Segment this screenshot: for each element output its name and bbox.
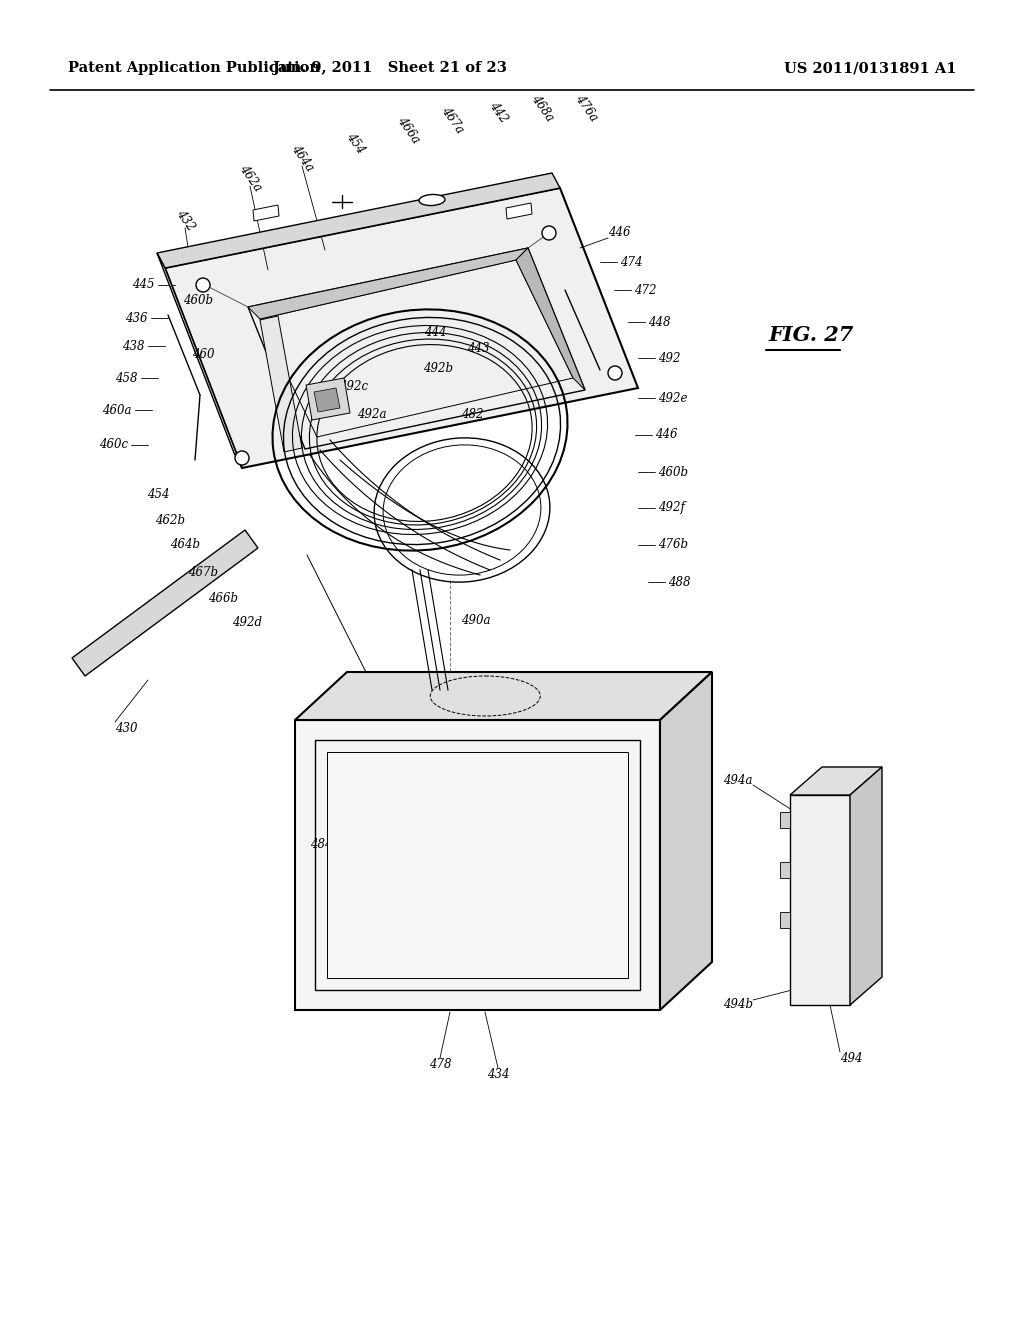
Text: 476b: 476b (658, 539, 688, 552)
Polygon shape (314, 388, 340, 412)
Text: 460b: 460b (658, 466, 688, 479)
Text: 492: 492 (658, 351, 681, 364)
Polygon shape (306, 378, 350, 420)
Text: 488: 488 (668, 576, 690, 589)
Text: 467b: 467b (188, 565, 218, 578)
Text: 436: 436 (126, 312, 148, 325)
Text: 494b: 494b (723, 998, 753, 1011)
Circle shape (234, 451, 249, 465)
Polygon shape (850, 767, 882, 1005)
Text: 467a: 467a (438, 104, 466, 136)
Text: 492a: 492a (357, 408, 387, 421)
Text: FIG. 27: FIG. 27 (768, 325, 853, 345)
Polygon shape (790, 795, 850, 1005)
Polygon shape (72, 531, 258, 676)
Polygon shape (506, 203, 532, 219)
Text: 482: 482 (461, 408, 483, 421)
Text: Patent Application Publication: Patent Application Publication (68, 61, 319, 75)
Circle shape (542, 226, 556, 240)
Polygon shape (327, 752, 628, 978)
Polygon shape (248, 248, 528, 319)
Text: 460b: 460b (183, 293, 213, 306)
Text: 484: 484 (310, 838, 333, 851)
Polygon shape (295, 719, 660, 1010)
Text: 464a: 464a (288, 143, 315, 174)
Polygon shape (157, 173, 560, 268)
Polygon shape (780, 912, 790, 928)
Text: 468a: 468a (528, 92, 556, 124)
Text: 438: 438 (123, 339, 145, 352)
Polygon shape (295, 672, 712, 719)
Polygon shape (660, 672, 712, 1010)
Text: 430: 430 (115, 722, 137, 734)
Text: 448: 448 (648, 315, 671, 329)
Text: 494a: 494a (724, 774, 753, 787)
Text: 442: 442 (486, 99, 510, 125)
Text: 443: 443 (467, 342, 489, 355)
Text: 446: 446 (655, 429, 678, 441)
Text: 492d: 492d (232, 615, 262, 628)
Text: 464b: 464b (170, 539, 200, 552)
Polygon shape (253, 205, 279, 220)
Text: 458: 458 (116, 371, 138, 384)
Polygon shape (260, 315, 302, 451)
Text: 494: 494 (840, 1052, 862, 1064)
Text: US 2011/0131891 A1: US 2011/0131891 A1 (783, 61, 956, 75)
Text: 445: 445 (132, 279, 155, 292)
Text: 460: 460 (193, 348, 215, 362)
Polygon shape (516, 248, 585, 389)
Text: 474: 474 (620, 256, 642, 268)
Text: 492c: 492c (339, 380, 369, 393)
Text: 460c: 460c (99, 438, 128, 451)
Text: 454: 454 (147, 488, 170, 502)
Text: 492f: 492f (658, 502, 685, 515)
Text: 446: 446 (608, 226, 631, 239)
Polygon shape (157, 253, 242, 469)
Text: 454: 454 (343, 131, 367, 156)
Text: 472: 472 (634, 284, 656, 297)
Text: 490b: 490b (453, 863, 483, 876)
Text: 490a: 490a (461, 614, 490, 627)
Text: 432: 432 (173, 207, 197, 232)
Polygon shape (790, 767, 882, 795)
Polygon shape (780, 862, 790, 878)
Text: 466a: 466a (394, 115, 422, 145)
Text: 478: 478 (429, 1059, 452, 1072)
Ellipse shape (419, 194, 445, 206)
Text: 476a: 476a (572, 92, 600, 124)
Circle shape (196, 279, 210, 292)
Text: 444: 444 (424, 326, 446, 339)
Text: 462a: 462a (237, 162, 264, 194)
Circle shape (608, 366, 622, 380)
Text: 462b: 462b (155, 513, 185, 527)
Polygon shape (780, 812, 790, 828)
Text: 434: 434 (486, 1068, 509, 1081)
Text: Jun. 9, 2011   Sheet 21 of 23: Jun. 9, 2011 Sheet 21 of 23 (273, 61, 507, 75)
Text: 466b: 466b (208, 591, 238, 605)
Polygon shape (165, 187, 638, 469)
Text: 492e: 492e (658, 392, 687, 404)
Text: 480: 480 (324, 705, 346, 718)
Text: 492b: 492b (423, 362, 453, 375)
Text: 460a: 460a (102, 404, 132, 417)
